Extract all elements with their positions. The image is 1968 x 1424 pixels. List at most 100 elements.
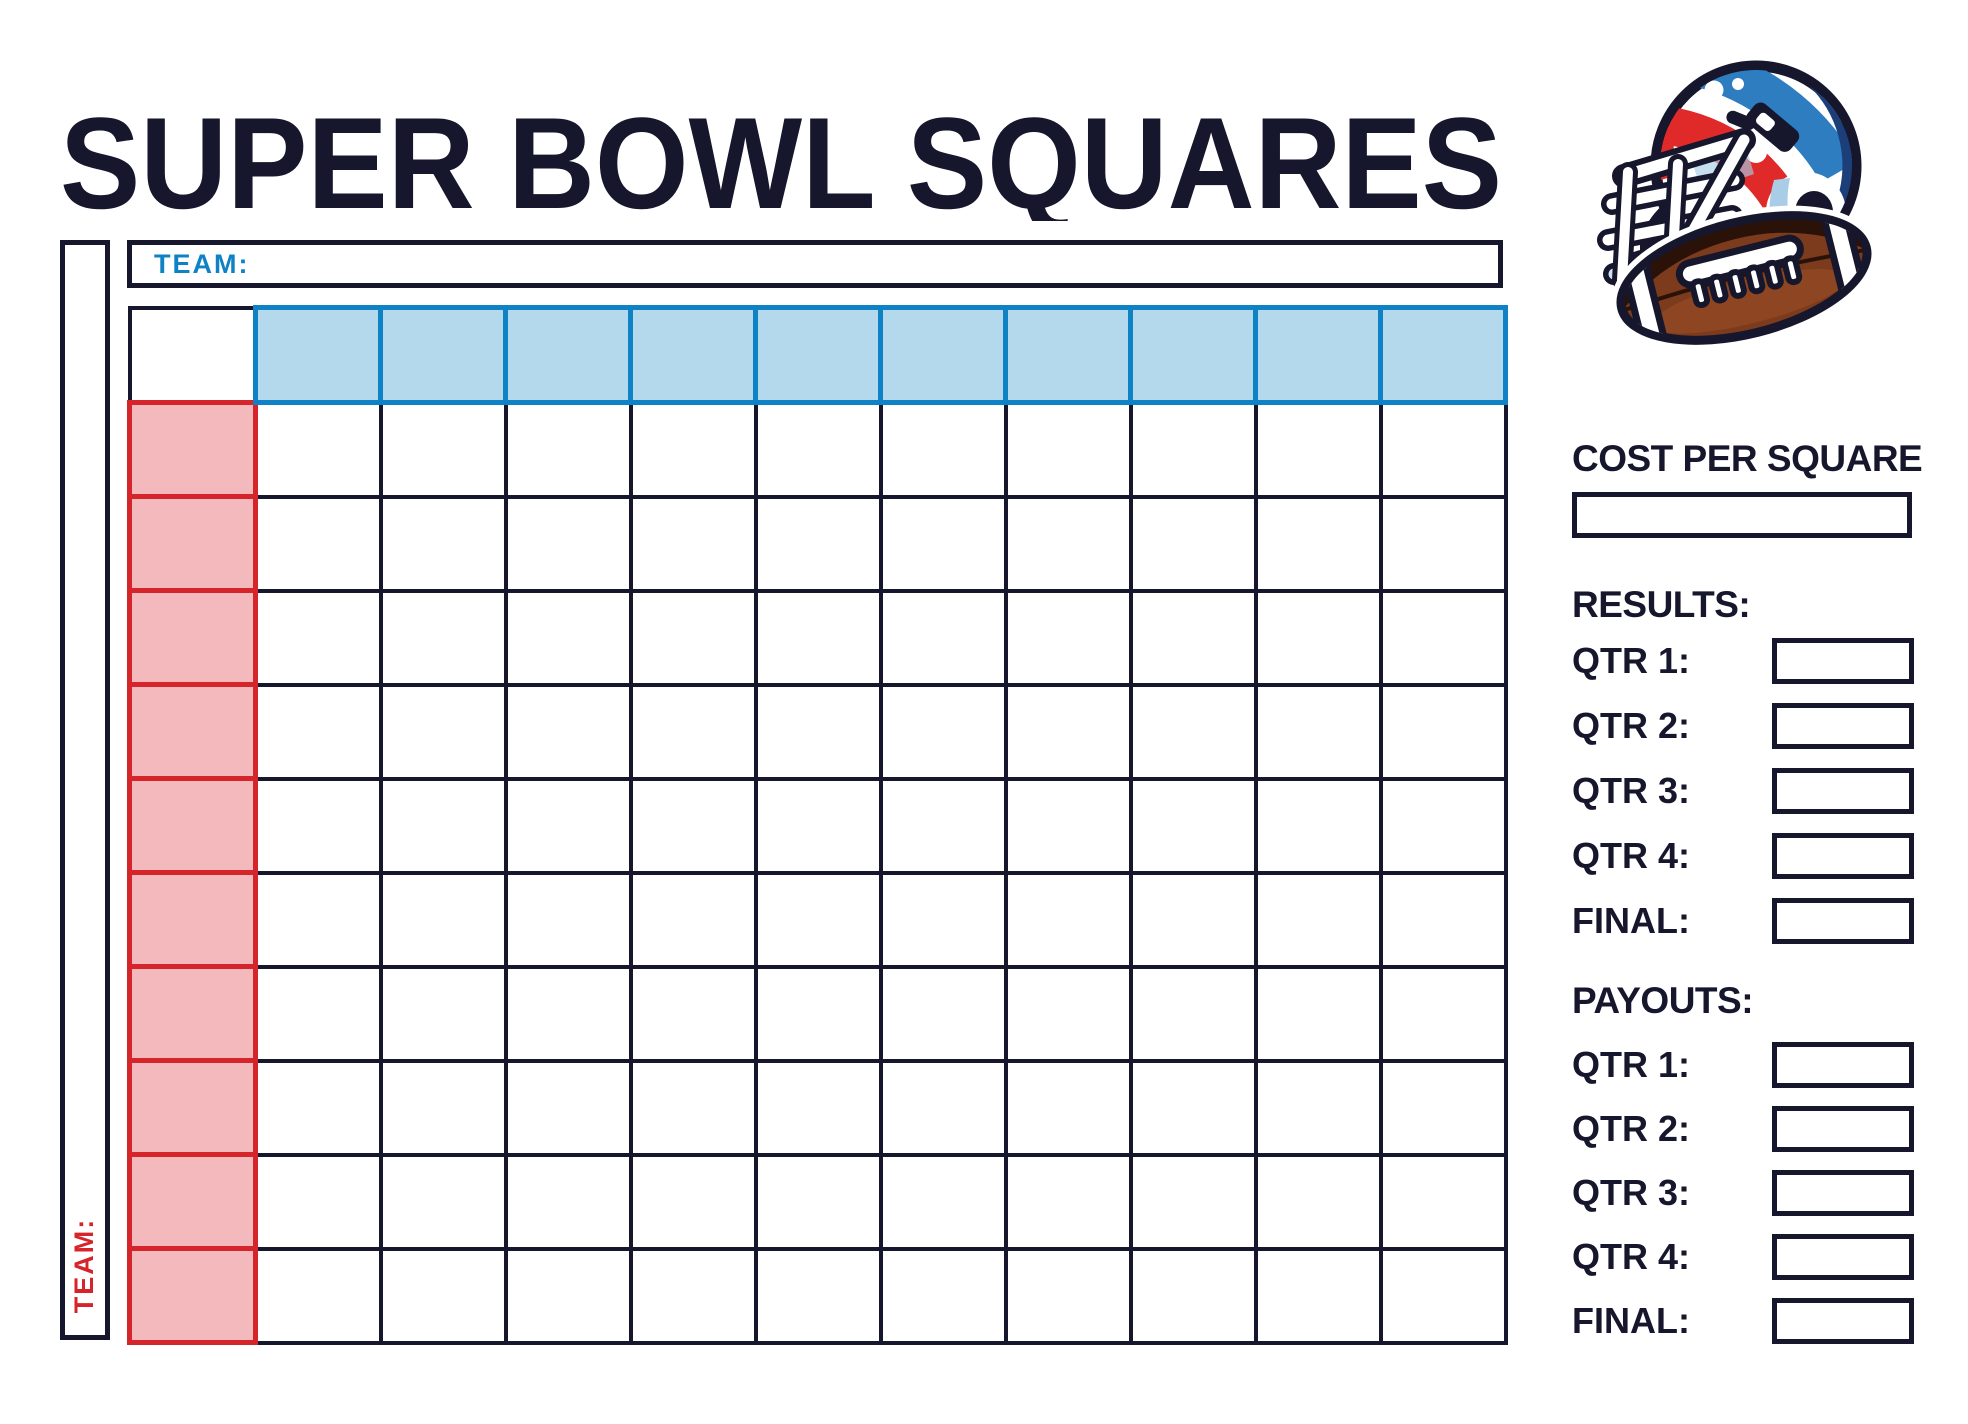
row-number-cell[interactable] bbox=[127, 1152, 258, 1251]
column-number-cell[interactable] bbox=[1003, 305, 1133, 405]
square-cell[interactable] bbox=[753, 588, 883, 687]
square-cell[interactable] bbox=[1128, 964, 1258, 1063]
results-qtr1-field[interactable] bbox=[1772, 638, 1914, 684]
row-number-cell[interactable] bbox=[127, 1246, 258, 1345]
square-cell[interactable] bbox=[753, 1058, 883, 1157]
row-number-cell[interactable] bbox=[127, 494, 258, 593]
square-cell[interactable] bbox=[1378, 1152, 1508, 1251]
square-cell[interactable] bbox=[1128, 1058, 1258, 1157]
square-cell[interactable] bbox=[753, 776, 883, 875]
square-cell[interactable] bbox=[253, 682, 383, 781]
column-number-cell[interactable] bbox=[1128, 305, 1258, 405]
square-cell[interactable] bbox=[628, 588, 758, 687]
square-cell[interactable] bbox=[1378, 964, 1508, 1063]
square-cell[interactable] bbox=[503, 588, 633, 687]
square-cell[interactable] bbox=[1253, 1246, 1383, 1345]
square-cell[interactable] bbox=[1253, 494, 1383, 593]
square-cell[interactable] bbox=[1003, 494, 1133, 593]
square-cell[interactable] bbox=[1378, 1246, 1508, 1345]
payouts-final-field[interactable] bbox=[1772, 1298, 1914, 1344]
square-cell[interactable] bbox=[1253, 870, 1383, 969]
payouts-qtr2-field[interactable] bbox=[1772, 1106, 1914, 1152]
square-cell[interactable] bbox=[628, 494, 758, 593]
square-cell[interactable] bbox=[1003, 400, 1133, 499]
square-cell[interactable] bbox=[378, 964, 508, 1063]
column-number-cell[interactable] bbox=[253, 305, 383, 405]
square-cell[interactable] bbox=[1128, 776, 1258, 875]
square-cell[interactable] bbox=[1253, 1152, 1383, 1251]
square-cell[interactable] bbox=[1003, 1246, 1133, 1345]
square-cell[interactable] bbox=[378, 870, 508, 969]
square-cell[interactable] bbox=[1378, 400, 1508, 499]
square-cell[interactable] bbox=[253, 400, 383, 499]
left-team-name-field[interactable] bbox=[60, 240, 110, 1340]
square-cell[interactable] bbox=[1378, 1058, 1508, 1157]
square-cell[interactable] bbox=[503, 1246, 633, 1345]
square-cell[interactable] bbox=[1253, 682, 1383, 781]
column-number-cell[interactable] bbox=[1253, 305, 1383, 405]
square-cell[interactable] bbox=[628, 1058, 758, 1157]
square-cell[interactable] bbox=[1003, 1152, 1133, 1251]
square-cell[interactable] bbox=[753, 494, 883, 593]
square-cell[interactable] bbox=[503, 400, 633, 499]
row-number-cell[interactable] bbox=[127, 400, 258, 499]
square-cell[interactable] bbox=[1128, 1246, 1258, 1345]
row-number-cell[interactable] bbox=[127, 776, 258, 875]
square-cell[interactable] bbox=[1253, 776, 1383, 875]
square-cell[interactable] bbox=[503, 776, 633, 875]
row-number-cell[interactable] bbox=[127, 682, 258, 781]
corner-cell[interactable] bbox=[127, 305, 258, 405]
row-number-cell[interactable] bbox=[127, 588, 258, 687]
square-cell[interactable] bbox=[1128, 1152, 1258, 1251]
square-cell[interactable] bbox=[753, 870, 883, 969]
square-cell[interactable] bbox=[1378, 588, 1508, 687]
square-cell[interactable] bbox=[878, 1152, 1008, 1251]
square-cell[interactable] bbox=[1128, 870, 1258, 969]
square-cell[interactable] bbox=[1003, 682, 1133, 781]
square-cell[interactable] bbox=[1003, 588, 1133, 687]
square-cell[interactable] bbox=[378, 1246, 508, 1345]
square-cell[interactable] bbox=[1128, 682, 1258, 781]
square-cell[interactable] bbox=[1003, 1058, 1133, 1157]
square-cell[interactable] bbox=[878, 494, 1008, 593]
square-cell[interactable] bbox=[503, 1058, 633, 1157]
results-qtr4-field[interactable] bbox=[1772, 833, 1914, 879]
square-cell[interactable] bbox=[1128, 588, 1258, 687]
square-cell[interactable] bbox=[1378, 494, 1508, 593]
square-cell[interactable] bbox=[378, 1152, 508, 1251]
square-cell[interactable] bbox=[628, 870, 758, 969]
row-number-cell[interactable] bbox=[127, 1058, 258, 1157]
square-cell[interactable] bbox=[878, 682, 1008, 781]
square-cell[interactable] bbox=[1003, 964, 1133, 1063]
square-cell[interactable] bbox=[753, 400, 883, 499]
square-cell[interactable] bbox=[1378, 870, 1508, 969]
square-cell[interactable] bbox=[1253, 964, 1383, 1063]
column-number-cell[interactable] bbox=[1378, 305, 1508, 405]
square-cell[interactable] bbox=[1003, 870, 1133, 969]
square-cell[interactable] bbox=[253, 1058, 383, 1157]
square-cell[interactable] bbox=[628, 1246, 758, 1345]
square-cell[interactable] bbox=[753, 682, 883, 781]
square-cell[interactable] bbox=[878, 400, 1008, 499]
square-cell[interactable] bbox=[628, 1152, 758, 1251]
square-cell[interactable] bbox=[378, 588, 508, 687]
square-cell[interactable] bbox=[503, 682, 633, 781]
square-cell[interactable] bbox=[1253, 400, 1383, 499]
square-cell[interactable] bbox=[628, 776, 758, 875]
row-number-cell[interactable] bbox=[127, 870, 258, 969]
square-cell[interactable] bbox=[753, 1152, 883, 1251]
square-cell[interactable] bbox=[378, 494, 508, 593]
column-number-cell[interactable] bbox=[628, 305, 758, 405]
payouts-qtr3-field[interactable] bbox=[1772, 1170, 1914, 1216]
square-cell[interactable] bbox=[1253, 588, 1383, 687]
square-cell[interactable] bbox=[1128, 400, 1258, 499]
square-cell[interactable] bbox=[253, 588, 383, 687]
square-cell[interactable] bbox=[253, 1246, 383, 1345]
square-cell[interactable] bbox=[878, 776, 1008, 875]
payouts-qtr1-field[interactable] bbox=[1772, 1042, 1914, 1088]
results-qtr2-field[interactable] bbox=[1772, 703, 1914, 749]
square-cell[interactable] bbox=[378, 1058, 508, 1157]
square-cell[interactable] bbox=[503, 870, 633, 969]
square-cell[interactable] bbox=[253, 494, 383, 593]
square-cell[interactable] bbox=[628, 400, 758, 499]
